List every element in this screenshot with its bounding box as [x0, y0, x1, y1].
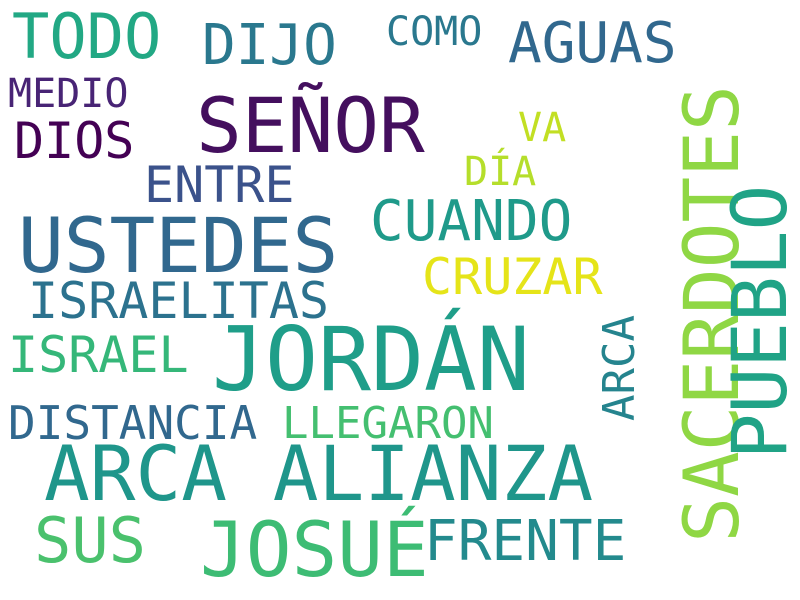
word-arca-alianza: ARCA ALIANZA: [44, 429, 594, 518]
word-jordan: JORDÁN: [212, 308, 530, 411]
word-sus: SUS: [34, 504, 146, 577]
word-llegaron: LLEGARON: [282, 398, 494, 449]
word-pueblo: PUEBLO: [715, 184, 800, 460]
word-como: COMO: [386, 9, 483, 55]
word-cruzar: CRUZAR: [422, 248, 603, 306]
word-arca: ARCA: [594, 315, 645, 421]
word-dios: DIOS: [14, 112, 135, 170]
word-dia: DÍA: [464, 149, 537, 195]
word-entre: ENTRE: [144, 156, 295, 214]
word-va: VA: [518, 105, 567, 151]
word-senor: SEÑOR: [196, 81, 425, 170]
word-ustedes: USTEDES: [18, 201, 339, 290]
word-cuando: CUANDO: [370, 189, 573, 254]
word-dijo: DIJO: [202, 13, 337, 78]
word-josue: JOSUÉ: [200, 505, 429, 594]
word-israel: ISRAEL: [8, 326, 189, 384]
word-medio: MEDIO: [8, 71, 129, 117]
word-todo: TODO: [12, 0, 162, 73]
word-distancia: DISTANCIA: [8, 396, 258, 450]
word-aguas: AGUAS: [508, 11, 677, 76]
word-israelitas: ISRAELITAS: [28, 272, 330, 330]
word-frente: FRENTE: [424, 509, 627, 574]
